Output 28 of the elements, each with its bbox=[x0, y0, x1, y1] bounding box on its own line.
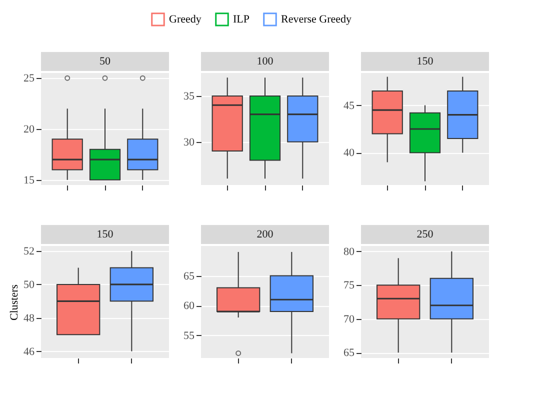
y-tick-label: 65 bbox=[344, 347, 355, 360]
chart-title: 100 bbox=[256, 56, 274, 68]
y-axis-title: Clusters bbox=[8, 284, 20, 321]
y-tick-label: 75 bbox=[344, 280, 355, 292]
legend-label: ILP bbox=[233, 13, 250, 26]
y-tick-label: 35 bbox=[184, 90, 195, 102]
y-tick-label: 65 bbox=[184, 270, 195, 282]
y-tick-label: 55 bbox=[184, 330, 195, 342]
y-tick-label: 25 bbox=[24, 72, 35, 85]
chart-title: 250 bbox=[416, 228, 434, 240]
y-tick-label: 30 bbox=[184, 136, 195, 148]
y-tick-label: 52 bbox=[24, 246, 34, 258]
y-tick-label: 20 bbox=[24, 124, 35, 136]
y-tick-label: 48 bbox=[24, 312, 35, 324]
y-tick-label: 46 bbox=[24, 346, 35, 358]
y-tick-label: 80 bbox=[344, 246, 355, 258]
legend-label: Greedy bbox=[169, 13, 202, 26]
y-tick-label: 40 bbox=[344, 147, 355, 160]
legend-label: Reverse Greedy bbox=[281, 13, 352, 26]
chart-title: 150 bbox=[416, 56, 434, 68]
y-tick-label: 70 bbox=[344, 313, 355, 326]
chart-title: 200 bbox=[256, 228, 274, 240]
y-tick-label: 60 bbox=[184, 300, 195, 312]
chart-title: 50 bbox=[100, 56, 111, 68]
chart-title: 150 bbox=[96, 228, 114, 240]
y-tick-label: 45 bbox=[344, 100, 355, 112]
y-tick-label: 15 bbox=[24, 174, 35, 186]
y-tick-label: 50 bbox=[24, 278, 35, 291]
